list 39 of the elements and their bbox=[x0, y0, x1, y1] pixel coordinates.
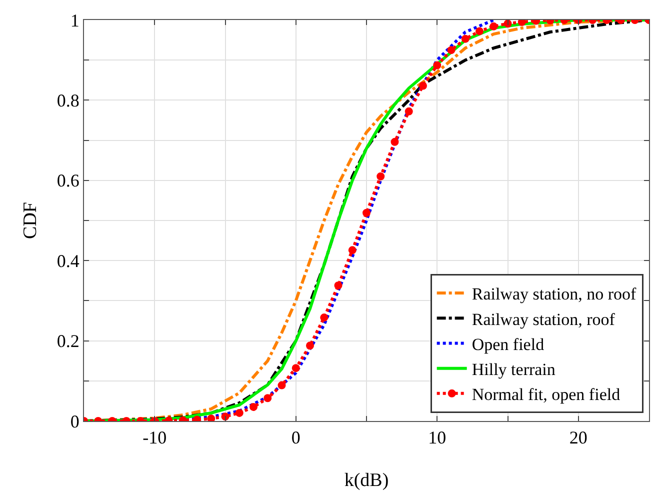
point bbox=[504, 20, 512, 28]
legend-label: Open field bbox=[472, 334, 545, 354]
point bbox=[320, 314, 328, 322]
x-axis-title: k(dB) bbox=[344, 470, 389, 491]
legend-label: Railway station, no roof bbox=[472, 284, 636, 304]
legend-label: Hilly terrain bbox=[472, 360, 556, 379]
point bbox=[490, 22, 498, 30]
point bbox=[348, 246, 356, 254]
legend-label: Railway station, roof bbox=[472, 310, 616, 329]
point bbox=[419, 82, 427, 90]
y-tick-label: 0.2 bbox=[56, 331, 80, 352]
x-tick-label: 10 bbox=[428, 428, 446, 448]
x-tick-label: 0 bbox=[291, 428, 300, 448]
point bbox=[447, 46, 456, 54]
y-tick-label: 0.6 bbox=[56, 170, 80, 191]
x-tick-label: -10 bbox=[142, 428, 167, 448]
point bbox=[461, 34, 470, 43]
point bbox=[334, 281, 342, 290]
point bbox=[404, 107, 413, 116]
point bbox=[264, 394, 272, 402]
point bbox=[518, 20, 526, 26]
point bbox=[390, 138, 399, 146]
y-tick-label: 0.8 bbox=[56, 90, 80, 110]
point bbox=[306, 342, 314, 350]
point bbox=[207, 414, 216, 421]
point bbox=[476, 27, 484, 36]
y-tick-label: 0.4 bbox=[56, 250, 80, 271]
y-tick-label: 0 bbox=[70, 411, 80, 432]
point bbox=[362, 208, 370, 217]
point bbox=[250, 402, 258, 411]
point bbox=[376, 172, 385, 180]
point bbox=[292, 364, 300, 372]
y-tick-label: 1 bbox=[70, 10, 80, 30]
x-tick-label: 20 bbox=[569, 428, 588, 448]
y-axis-title: CDF bbox=[20, 202, 41, 239]
point bbox=[235, 408, 244, 417]
point bbox=[433, 61, 442, 70]
legend-label: Normal fit, open field bbox=[472, 385, 621, 404]
point bbox=[278, 381, 286, 390]
